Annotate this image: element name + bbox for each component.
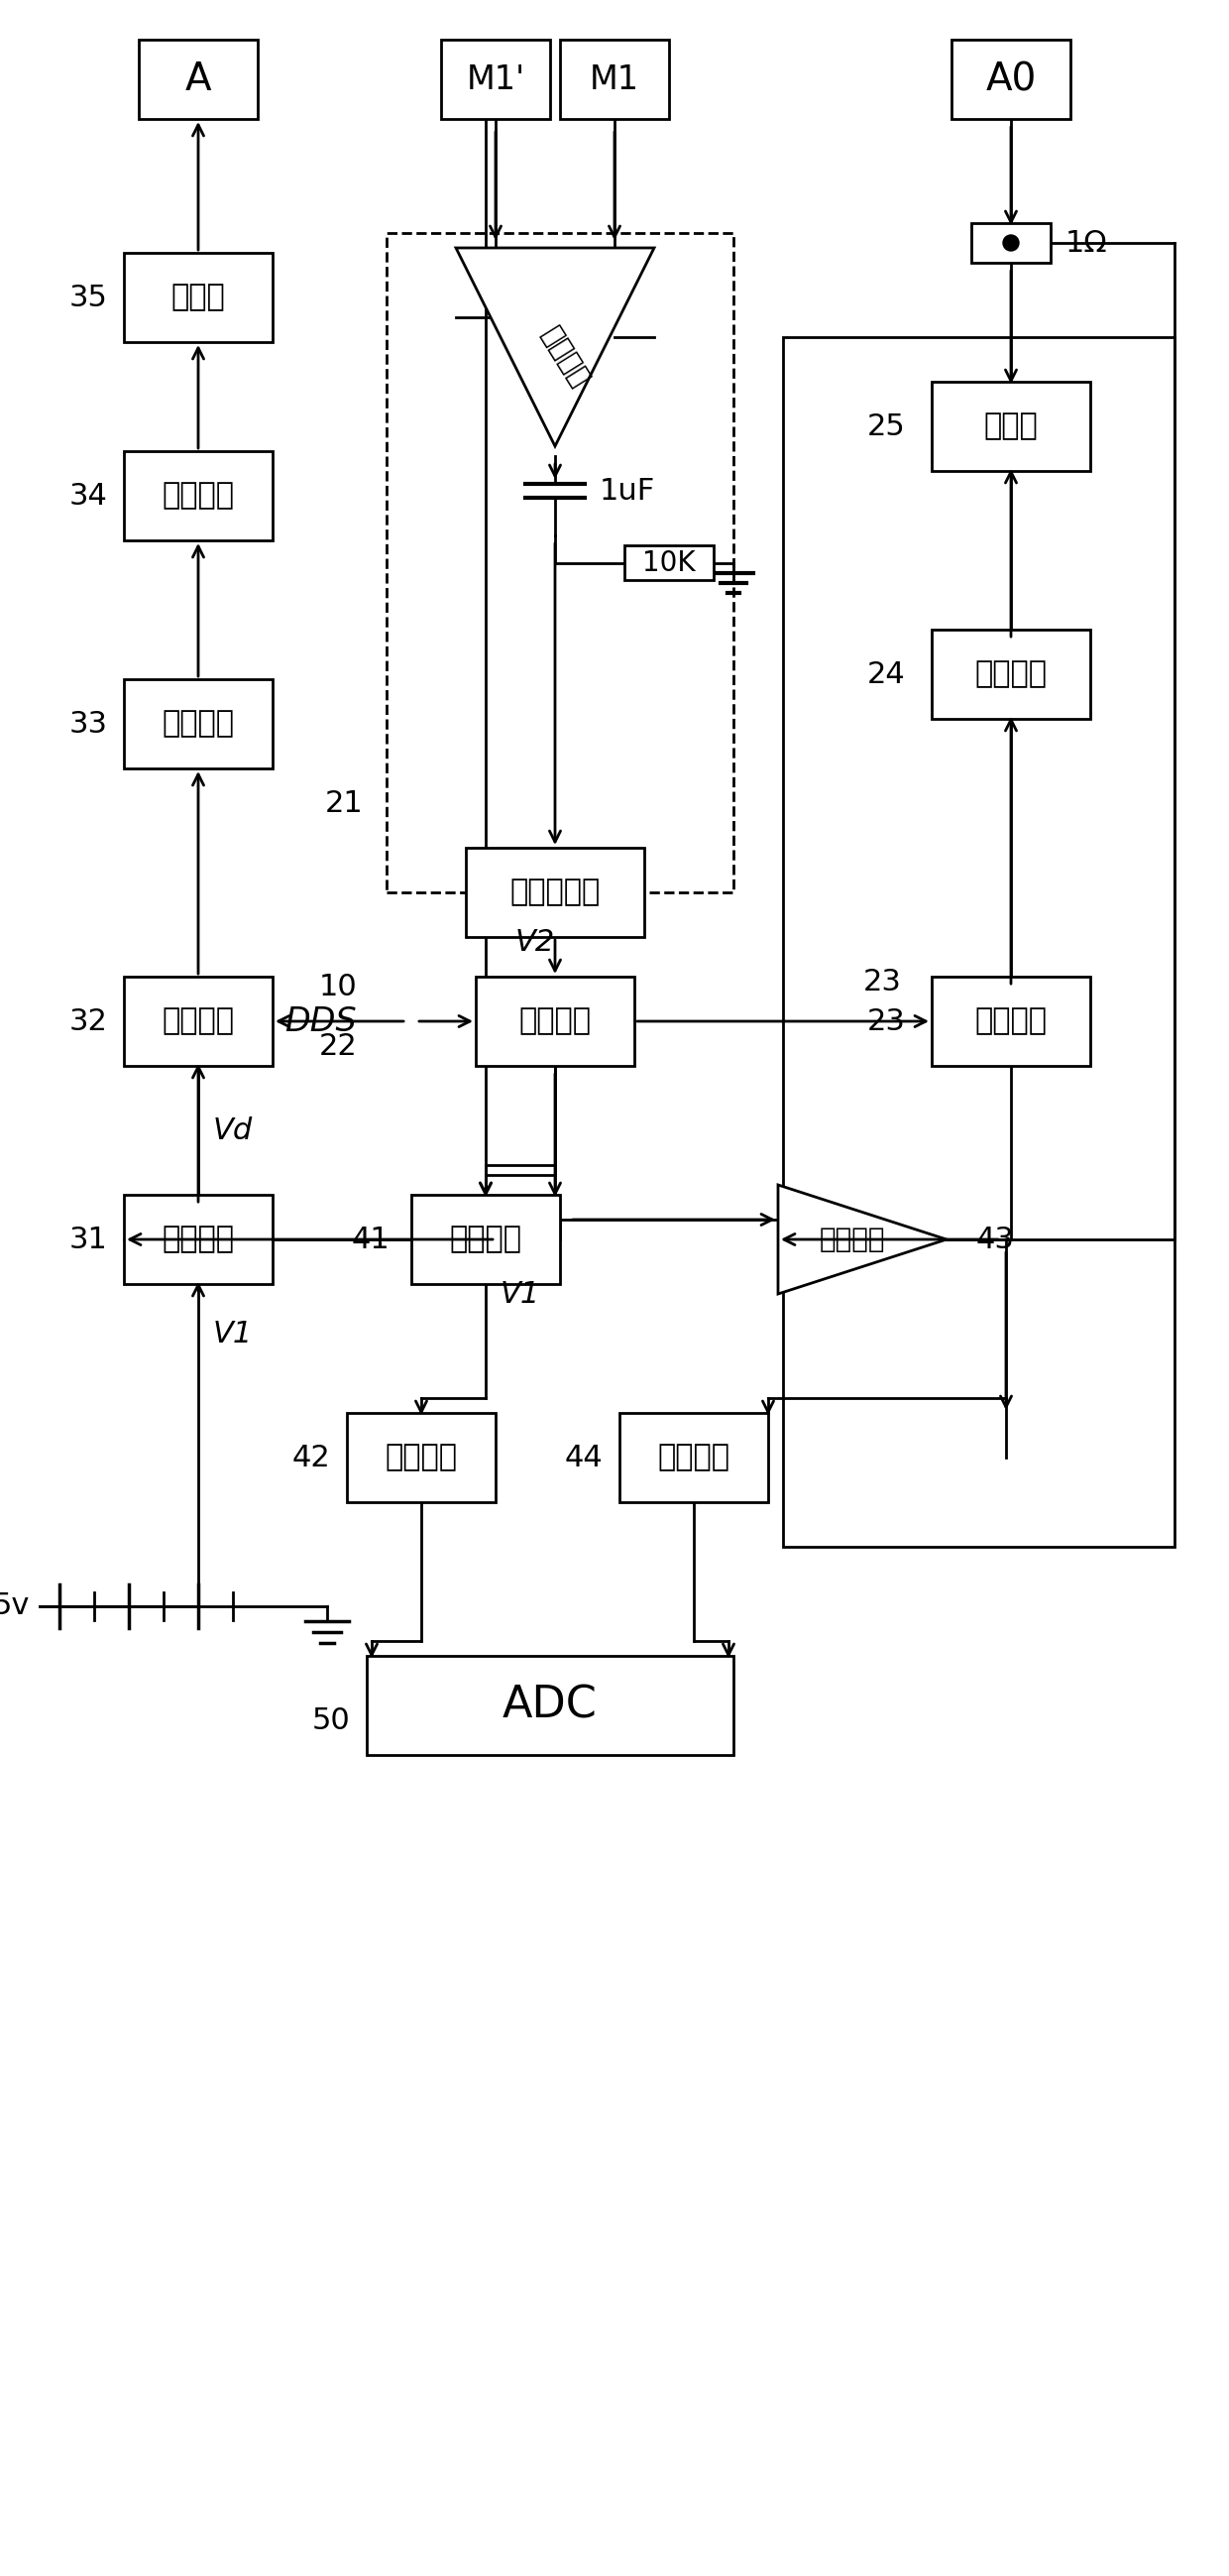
Text: ADC: ADC <box>503 1685 597 1726</box>
Text: 35: 35 <box>69 283 108 312</box>
Bar <box>476 976 634 1066</box>
Text: 调制放大: 调制放大 <box>162 1007 235 1036</box>
Bar <box>932 629 1090 719</box>
Text: 仪表放大: 仪表放大 <box>536 322 594 392</box>
Text: 10K: 10K <box>643 549 696 577</box>
Text: 调制放大: 调制放大 <box>519 1007 591 1036</box>
Text: 恒流源: 恒流源 <box>171 283 225 312</box>
Text: 21: 21 <box>324 788 363 817</box>
Bar <box>366 1656 734 1754</box>
Text: 低通滤波: 低通滤波 <box>162 708 235 739</box>
Text: 幅度控制: 幅度控制 <box>162 482 235 510</box>
Text: 43: 43 <box>976 1226 1015 1255</box>
Bar <box>783 337 1175 1546</box>
Text: V1: V1 <box>213 1319 253 1347</box>
Polygon shape <box>778 1185 946 1293</box>
Text: 带通滤波: 带通滤波 <box>385 1443 457 1471</box>
Text: 31: 31 <box>69 1226 108 1255</box>
Text: 23: 23 <box>864 966 902 997</box>
Text: 电流采集: 电流采集 <box>820 1226 885 1255</box>
Bar <box>412 1195 560 1283</box>
Text: 50: 50 <box>312 1705 350 1734</box>
Text: M1': M1' <box>466 62 525 95</box>
Bar <box>951 39 1070 118</box>
Text: 32: 32 <box>69 1007 108 1036</box>
Bar <box>466 848 644 938</box>
Bar <box>347 1412 495 1502</box>
Bar <box>560 39 669 118</box>
Text: 带通滤波: 带通滤波 <box>658 1443 730 1471</box>
Text: V1: V1 <box>500 1280 541 1309</box>
Text: 恒流源: 恒流源 <box>984 412 1039 440</box>
Bar <box>124 680 273 768</box>
Circle shape <box>1003 234 1019 250</box>
Text: M1: M1 <box>590 62 639 95</box>
Text: 5v: 5v <box>0 1592 29 1620</box>
Text: 10: 10 <box>318 971 356 1002</box>
Bar <box>971 224 1051 263</box>
Text: 23: 23 <box>868 1007 906 1036</box>
Bar <box>932 976 1090 1066</box>
Bar <box>124 252 273 343</box>
Text: 1Ω: 1Ω <box>1066 229 1107 258</box>
Bar <box>932 381 1090 471</box>
Text: 33: 33 <box>69 708 108 739</box>
Text: 差分放大: 差分放大 <box>162 1226 235 1255</box>
Bar <box>139 39 258 118</box>
Text: 34: 34 <box>69 482 108 510</box>
Text: 44: 44 <box>565 1443 603 1471</box>
Text: V2: V2 <box>515 927 556 956</box>
Bar <box>624 546 714 580</box>
Bar <box>441 39 551 118</box>
Bar <box>619 1412 768 1502</box>
Bar <box>124 1195 273 1283</box>
Text: 交流转直流: 交流转直流 <box>510 878 600 907</box>
Text: 低通滤波: 低通滤波 <box>975 1007 1047 1036</box>
Text: A: A <box>186 59 211 98</box>
Text: 22: 22 <box>318 1033 356 1061</box>
Polygon shape <box>456 247 654 446</box>
Text: 41: 41 <box>351 1226 391 1255</box>
Text: 42: 42 <box>293 1443 331 1471</box>
Text: A0: A0 <box>986 59 1036 98</box>
Bar <box>124 451 273 541</box>
Bar <box>124 976 273 1066</box>
Bar <box>387 232 734 891</box>
Text: 24: 24 <box>868 659 906 688</box>
Text: 1uF: 1uF <box>600 477 655 505</box>
Text: 25: 25 <box>868 412 906 440</box>
Text: 电压采集: 电压采集 <box>450 1226 522 1255</box>
Text: Vd: Vd <box>213 1115 253 1144</box>
Text: 幅度控制: 幅度控制 <box>975 659 1047 688</box>
Text: DDS: DDS <box>285 1005 356 1038</box>
